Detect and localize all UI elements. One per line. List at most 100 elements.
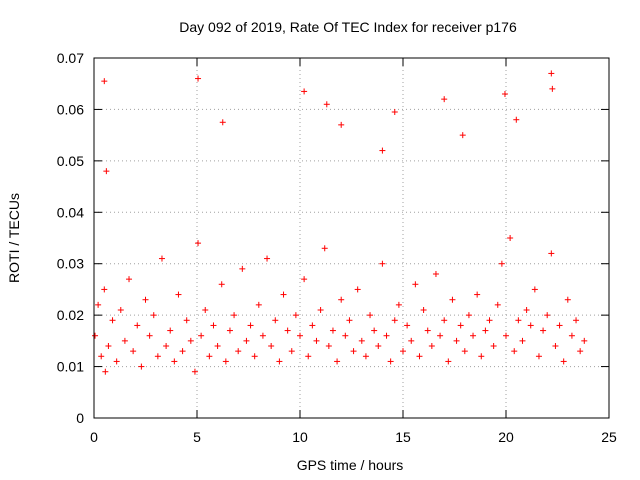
data-point — [92, 332, 99, 339]
data-point — [515, 317, 522, 324]
data-point — [338, 121, 345, 128]
data-point — [387, 358, 394, 365]
data-point — [121, 337, 128, 344]
data-point — [568, 332, 575, 339]
data-point — [511, 348, 518, 355]
data-point — [158, 255, 165, 262]
data-point — [301, 88, 308, 95]
data-point — [231, 312, 238, 319]
data-point — [560, 358, 567, 365]
data-point — [255, 301, 262, 308]
data-point — [206, 353, 213, 360]
data-point — [284, 327, 291, 334]
data-point — [354, 286, 361, 293]
data-point — [195, 240, 202, 247]
data-point — [544, 312, 551, 319]
y-tick-label: 0.02 — [57, 307, 84, 323]
x-tick-label: 10 — [292, 429, 308, 445]
data-point — [218, 281, 225, 288]
data-point — [519, 337, 526, 344]
data-point — [375, 343, 382, 349]
x-tick-label: 5 — [193, 429, 201, 445]
data-point — [187, 337, 194, 344]
y-tick-label: 0.05 — [57, 153, 84, 169]
data-point — [338, 296, 345, 303]
data-point — [134, 322, 141, 329]
data-point — [408, 337, 415, 344]
data-point — [404, 322, 411, 329]
data-point — [513, 116, 520, 123]
data-point — [297, 332, 303, 339]
data-point — [195, 75, 202, 82]
data-point — [441, 317, 448, 324]
data-point — [239, 265, 246, 272]
data-point — [146, 332, 153, 339]
data-point — [494, 301, 501, 308]
data-point — [465, 312, 472, 319]
y-tick-label: 0.03 — [57, 256, 84, 272]
data-point — [251, 353, 258, 360]
data-point — [501, 91, 508, 97]
data-point — [445, 358, 452, 365]
data-point — [523, 307, 530, 313]
data-point — [243, 337, 250, 344]
data-point — [272, 317, 279, 324]
data-point — [527, 322, 534, 329]
data-point — [540, 327, 547, 334]
data-point — [288, 348, 295, 355]
data-point — [117, 307, 124, 313]
data-point — [309, 322, 316, 329]
data-point — [247, 322, 254, 329]
data-point — [321, 245, 328, 252]
data-point — [219, 119, 226, 126]
data-point — [531, 286, 538, 293]
data-point — [453, 337, 460, 344]
data-point — [175, 291, 182, 298]
y-tick-label: 0.01 — [57, 359, 84, 375]
data-point — [163, 343, 170, 349]
data-point — [428, 343, 435, 349]
data-point — [98, 353, 105, 360]
data-point — [350, 348, 357, 355]
data-point — [424, 327, 431, 334]
data-point — [457, 322, 464, 329]
data-point — [346, 317, 353, 324]
data-point — [358, 337, 365, 344]
data-point — [552, 343, 559, 349]
data-point — [142, 296, 149, 303]
x-tick-label: 15 — [395, 429, 411, 445]
data-point — [564, 296, 571, 303]
data-point — [109, 317, 116, 324]
data-point — [313, 337, 320, 344]
data-point — [379, 260, 386, 267]
data-point — [383, 332, 390, 339]
data-point — [202, 307, 209, 313]
data-point — [573, 317, 580, 324]
data-point — [362, 353, 369, 360]
data-point — [556, 322, 563, 329]
data-point — [474, 291, 481, 298]
data-point — [371, 327, 378, 334]
data-point — [329, 327, 336, 334]
data-point — [292, 312, 299, 319]
data-point — [548, 250, 555, 257]
data-point — [167, 327, 174, 334]
data-point — [432, 271, 439, 277]
data-point — [412, 281, 419, 288]
y-tick-label: 0 — [76, 410, 84, 426]
data-point — [226, 327, 233, 334]
data-point — [95, 301, 102, 308]
data-point — [325, 343, 332, 349]
data-point — [198, 332, 205, 339]
data-point — [486, 317, 493, 324]
data-point — [395, 301, 402, 308]
data-point — [102, 368, 109, 375]
y-tick-label: 0.07 — [57, 50, 84, 66]
data-point — [150, 312, 157, 319]
data-point — [490, 343, 497, 349]
data-point — [130, 348, 137, 355]
data-point — [101, 78, 108, 85]
data-point — [416, 353, 423, 360]
data-point — [126, 276, 133, 283]
